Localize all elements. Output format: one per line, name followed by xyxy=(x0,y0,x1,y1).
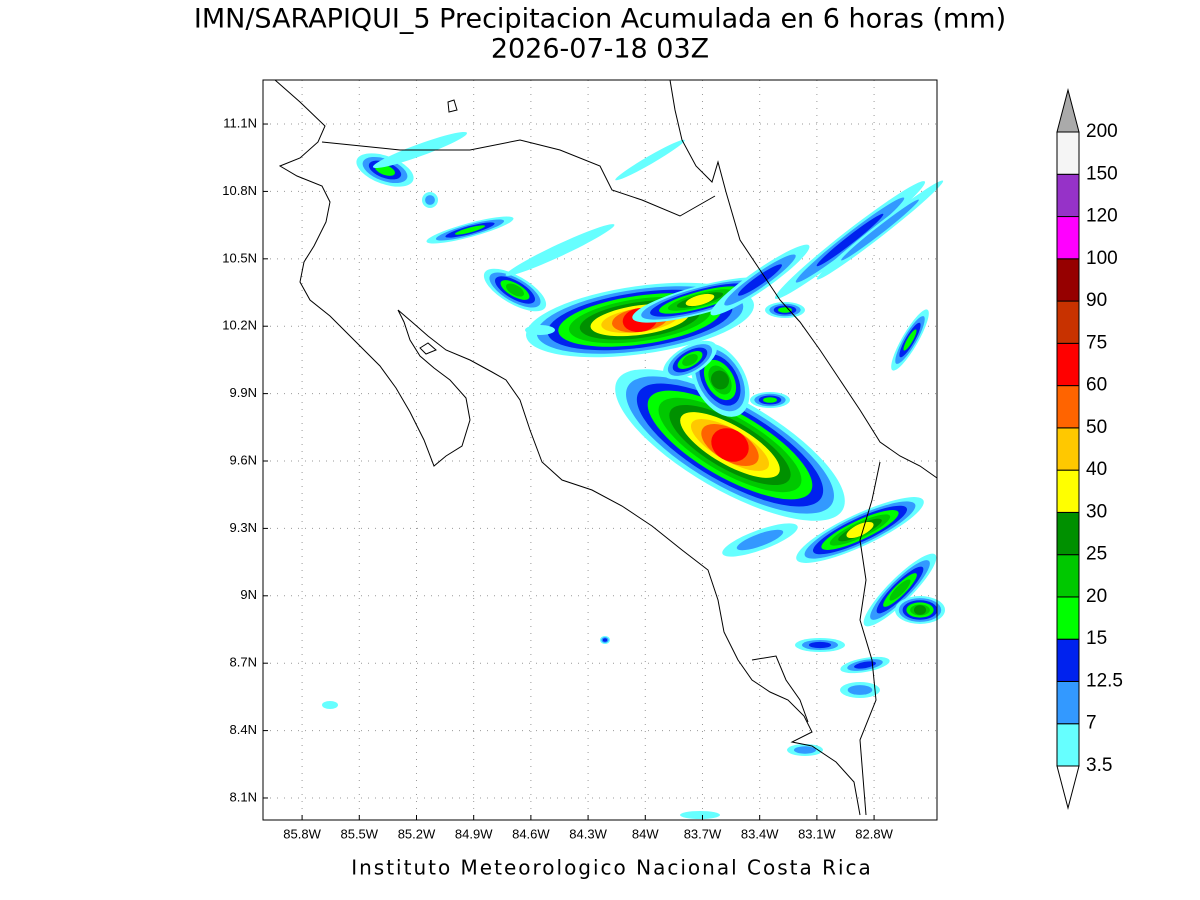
precip-contour xyxy=(846,521,874,539)
lon-tick-label: 85.5W xyxy=(340,826,378,841)
precip-contour xyxy=(322,701,338,709)
lat-tick-label: 10.2N xyxy=(222,318,257,333)
colorbar-label: 3.5 xyxy=(1086,755,1112,776)
title: IMN/SARAPIQUI_5 Precipitacion Acumulada … xyxy=(194,4,1006,35)
precip-contour xyxy=(816,213,884,267)
precip-contour xyxy=(505,224,615,276)
colorbar-box xyxy=(1056,511,1080,556)
coastline xyxy=(751,655,809,723)
precip-contour xyxy=(841,199,919,261)
precip-contour xyxy=(778,307,792,313)
lon-tick-label: 82.8W xyxy=(855,826,893,841)
colorbar-box xyxy=(1056,596,1080,640)
colorbar-label: 40 xyxy=(1086,459,1107,480)
coastlines xyxy=(274,79,938,816)
lat-tick-label: 8.1N xyxy=(230,789,257,804)
colorbar-box xyxy=(1056,427,1080,471)
colorbar-box xyxy=(1056,638,1080,682)
lon-tick-label: 85.8W xyxy=(283,826,321,841)
colorbar-box xyxy=(1056,216,1080,260)
lat-tick-label: 8.4N xyxy=(230,722,257,737)
island xyxy=(419,342,437,355)
colorbar-box xyxy=(1056,554,1080,598)
precip-contour xyxy=(685,293,715,307)
colorbar-label: 75 xyxy=(1086,332,1107,353)
precip-contour xyxy=(736,529,784,551)
lon-tick-label: 83.4W xyxy=(741,826,779,841)
colorbar-label: 25 xyxy=(1086,544,1107,565)
precip-contour xyxy=(525,325,555,335)
precip-contour xyxy=(454,225,486,235)
precip-contour xyxy=(847,685,873,695)
colorbar-label: 50 xyxy=(1086,417,1107,438)
precip-contour xyxy=(680,811,720,819)
colorbar-label: 30 xyxy=(1086,501,1107,522)
colorbar-box xyxy=(1056,173,1080,218)
map-frame xyxy=(262,79,938,821)
colorbar-label: 120 xyxy=(1086,206,1118,227)
lon-tick-label: 83.7W xyxy=(684,826,722,841)
precip-contour xyxy=(682,353,698,367)
colorbar-box xyxy=(1056,131,1080,175)
lon-tick-label: 84.6W xyxy=(512,826,550,841)
subtitle: 2026-07-18 03Z xyxy=(491,34,709,65)
lat-tick-label: 9.3N xyxy=(230,520,257,535)
lon-tick-label: 84.3W xyxy=(569,826,607,841)
precip-contour xyxy=(615,139,685,181)
colorbar-label: 12.5 xyxy=(1086,670,1123,691)
precip-contour xyxy=(505,283,525,297)
lat-tick-label: 10.5N xyxy=(222,250,257,265)
lon-tick-label: 83.1W xyxy=(798,826,836,841)
colorbar-label: 15 xyxy=(1086,628,1107,649)
coastline xyxy=(274,79,861,816)
colorbar-box xyxy=(1056,342,1080,387)
colorbar-label: 150 xyxy=(1086,163,1118,184)
lat-tick-label: 10.8N xyxy=(222,183,257,198)
colorbar-label: 200 xyxy=(1086,121,1118,142)
lat-tick-label: 9N xyxy=(240,587,257,602)
precip-contour xyxy=(913,605,927,615)
precip-contour xyxy=(854,661,876,669)
colorbar: 3.5 7 12.5 15 20 25 30 40 50 60 75 90 100 120 150 200 xyxy=(1056,88,1123,810)
precip-contour xyxy=(711,428,749,462)
lat-tick-label: 9.9N xyxy=(230,385,257,400)
precip-contour xyxy=(763,397,777,403)
ticks: 11.1N 10.8N 10.5N 10.2N 9.9N 9.6N 9.3N 9N 8.7N 8.… xyxy=(222,115,893,841)
colorbar-label: 7 xyxy=(1086,713,1097,734)
footer: Instituto Meteorologico Nacional Costa R… xyxy=(351,856,873,880)
colorbar-box xyxy=(1056,385,1080,429)
colorbar-box xyxy=(1056,258,1080,302)
colorbar-arrow-high xyxy=(1056,88,1080,133)
colorbar-arrow-low xyxy=(1056,765,1080,810)
precip-contour xyxy=(738,264,782,296)
lat-tick-label: 11.1N xyxy=(223,115,257,130)
lon-tick-label: 84.9W xyxy=(455,826,493,841)
colorbar-label: 100 xyxy=(1086,248,1118,269)
colorbar-label: 60 xyxy=(1086,375,1107,396)
grid xyxy=(263,80,937,820)
precip-contour xyxy=(793,746,817,754)
precip-contour xyxy=(711,370,729,390)
colorbar-label: 20 xyxy=(1086,586,1107,607)
coastline xyxy=(669,79,938,479)
colorbar-label: 90 xyxy=(1086,290,1107,311)
precip-contour xyxy=(808,641,832,649)
precip-contour xyxy=(425,195,435,205)
precipitation-field xyxy=(322,131,945,819)
lat-tick-label: 9.6N xyxy=(230,452,257,467)
colorbar-box xyxy=(1056,469,1080,513)
lake xyxy=(447,99,458,113)
precip-contour xyxy=(889,579,911,601)
precip-contour xyxy=(602,638,608,642)
lat-tick-label: 8.7N xyxy=(230,655,257,670)
precip-contour xyxy=(903,329,917,351)
colorbar-box xyxy=(1056,300,1080,344)
border xyxy=(321,139,716,217)
colorbar-box xyxy=(1056,680,1080,725)
border xyxy=(859,461,881,816)
lon-tick-label: 85.2W xyxy=(398,826,436,841)
lon-tick-label: 84W xyxy=(632,826,659,841)
colorbar-box xyxy=(1056,723,1080,767)
